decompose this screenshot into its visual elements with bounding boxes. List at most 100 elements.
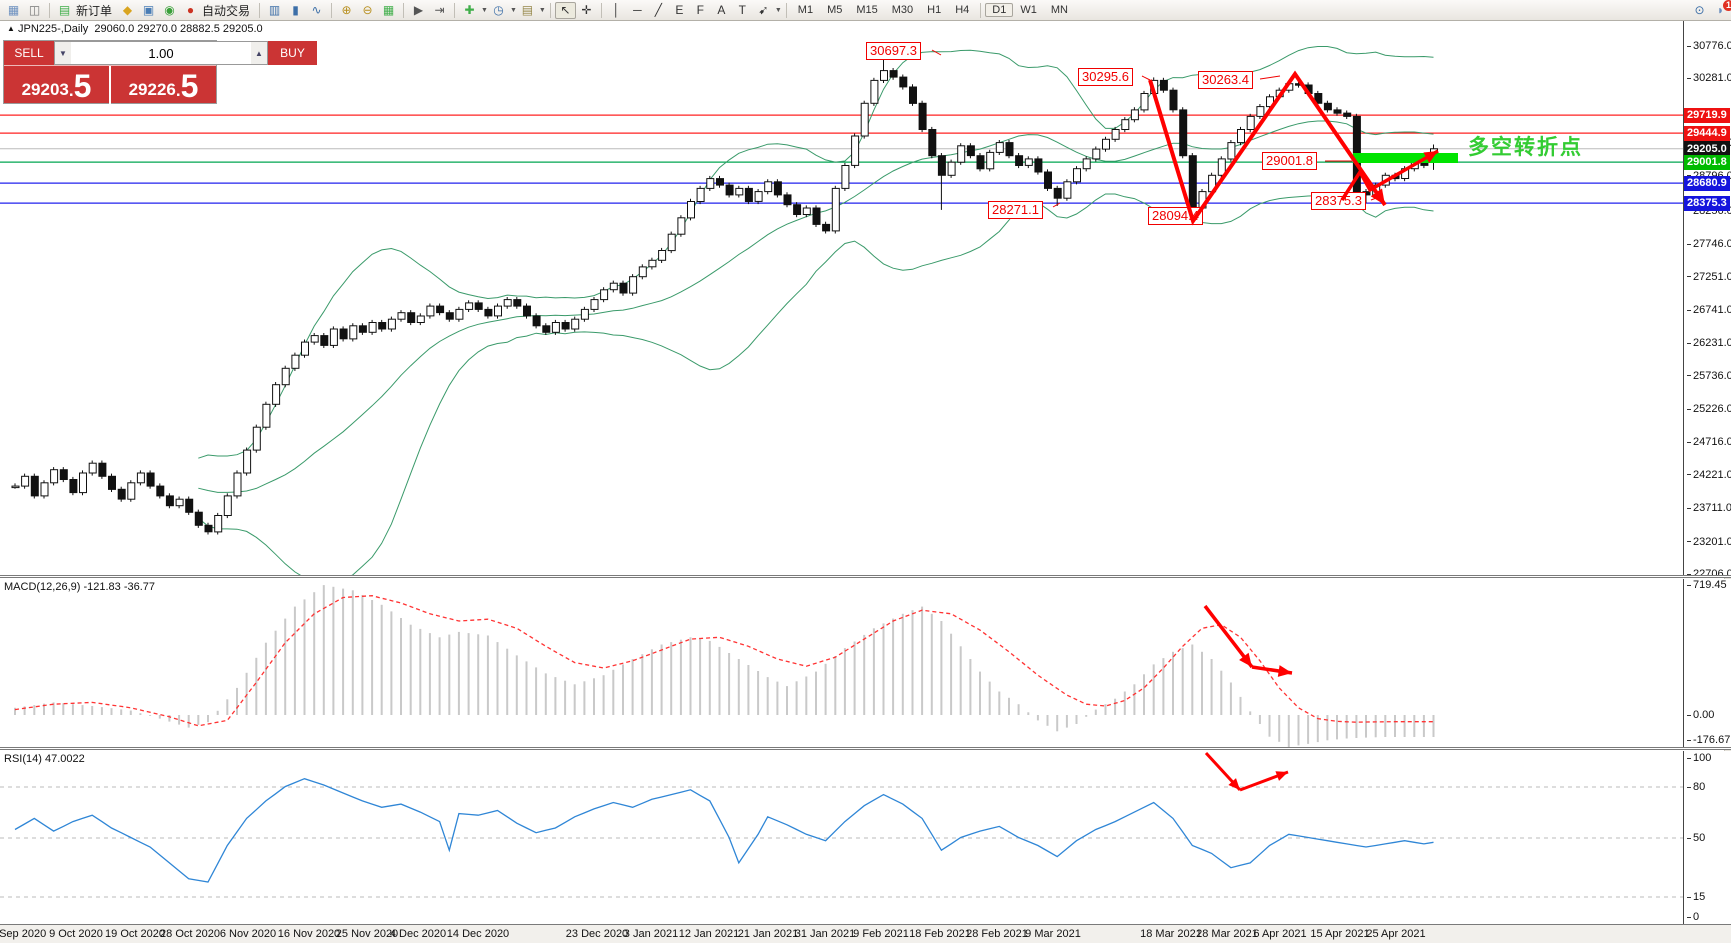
text-label-icon[interactable]: T [738,2,747,17]
price-tag-28375.3: 28375.3 [1684,195,1730,211]
rsi-tick: 50 [1687,832,1705,844]
vertical-line-icon[interactable]: │ [612,2,621,17]
date-label: 23 Dec 2020 [565,928,629,940]
date-label: 12 Jan 2021 [678,928,740,940]
macd-tick: -176.67 [1687,734,1730,746]
timeframe-button-M30[interactable]: M30 [891,4,914,16]
macd-label: MACD(12,26,9) -121.83 -36.77 [4,581,156,593]
price-axis[interactable]: 30776.030281.029291.028796.028256.027746… [1683,21,1731,580]
timeframe-button-M15[interactable]: M15 [856,4,878,16]
chart-shift-icon[interactable]: ⇥ [434,2,445,17]
autotrading-icon-label: 自动交易 [202,3,251,18]
fibonacci-icon[interactable]: F [696,2,705,17]
rsi-chart-surface[interactable] [0,751,1683,924]
sell-price-dot: . [68,81,74,100]
buy-price-main: 29226 [128,80,176,99]
notifications-icon[interactable]: ◗ 1 [1710,0,1731,19]
toolbar-separator [403,2,405,18]
autotrading-icon[interactable]: ● [186,2,195,17]
volume-input[interactable] [71,42,251,64]
timeframe-button-W1[interactable]: W1 [1020,4,1037,16]
timeframe-button-H1[interactable]: H1 [927,4,942,16]
price-callout: 28094.4 [1148,207,1203,225]
toolbar-separator [331,2,333,18]
price-tag-29444.9: 29444.9 [1684,125,1730,141]
dropdown-arrow-icon[interactable]: ▼ [509,6,517,14]
zoom-out-icon[interactable]: ⊖ [362,2,373,17]
trendline-icon[interactable]: ╱ [654,2,662,17]
signals-icon[interactable]: ◉ [164,2,175,17]
rsi-axis: 100 80 50 15 0 [1683,751,1731,924]
metaeditor-icon[interactable]: ▣ [142,2,155,17]
price-tag-28680.9: 28680.9 [1684,175,1730,191]
timeframe-button-M1[interactable]: M1 [797,4,814,16]
cursor-icon[interactable]: ↖ [554,1,576,19]
sell-button[interactable]: SELL [4,41,54,65]
main-chart-surface[interactable] [0,21,1683,575]
date-label: 16 Nov 2020 [277,928,341,940]
bar-chart-icon[interactable]: ▥ [268,2,281,17]
buy-button[interactable]: BUY [268,41,317,65]
indicators-icon[interactable]: ✚ [464,2,475,17]
crosshair-icon[interactable]: ✛ [581,2,592,17]
volume-increase-button[interactable]: ▲ [251,42,267,64]
rsi-tick: 80 [1687,781,1705,793]
dropdown-arrow-icon[interactable]: ▼ [774,6,782,14]
timeframe-button-M5[interactable]: M5 [827,4,843,16]
equidistant-channel-icon[interactable]: E [675,2,684,17]
macd-tick: 719.45 [1687,579,1727,591]
macd-pane-divider[interactable] [0,575,1731,578]
date-label: 25 Nov 2020 [335,928,399,940]
history-center-icon[interactable]: ◆ [122,2,133,17]
date-label: 3 Jan 2021 [623,928,679,940]
price-callout: 30295.6 [1078,68,1133,86]
rsi-pane-divider[interactable] [0,747,1731,750]
volume-decrease-button[interactable]: ▼ [55,42,71,64]
buy-price-dot: . [175,81,181,100]
notification-badge: 1 [1723,0,1731,11]
sell-price[interactable]: 29203. 5 [4,66,111,104]
date-label: 9 Mar 2021 [1025,928,1081,940]
horizontal-line-icon[interactable]: ─ [633,2,642,17]
zoom-in-icon[interactable]: ⊕ [341,2,352,17]
buy-price[interactable]: 29226. 5 [111,66,216,104]
timeframe-button-MN[interactable]: MN [1050,4,1068,16]
price-callout: 28271.1 [988,201,1043,219]
timeframe-button-D1[interactable]: D1 [985,3,1014,17]
date-label: 21 Jan 2021 [737,928,799,940]
dropdown-arrow-icon[interactable]: ▼ [538,6,546,14]
tile-windows-icon[interactable]: ▦ [382,2,395,17]
one-click-trading-panel: SELL ▼ ▲ BUY 29203.5 29226.5 [3,40,317,104]
search-icon[interactable]: ⊙ [1694,2,1705,17]
date-label: 15 Apr 2021 [1310,928,1370,940]
date-label: 6 Apr 2021 [1253,928,1307,940]
rsi-tick: 100 [1687,752,1711,764]
date-label: 30 Sep 2020 [0,928,47,940]
price-tick: 23711.0 [1687,502,1731,514]
price-callout: 30697.3 [866,42,921,60]
rsi-tick: 15 [1687,891,1705,903]
new-chart-icon[interactable]: ▦ [7,2,20,17]
profiles-icon[interactable]: ◫ [28,2,41,17]
new-order-icon[interactable]: ▤ [58,2,71,17]
line-chart-icon[interactable]: ∿ [311,2,322,17]
text-icon[interactable]: A [717,2,726,17]
macd-axis: 719.45 0.00 -176.67 [1683,579,1731,747]
price-tick: 23201.0 [1687,536,1731,548]
timeframe-button-H4[interactable]: H4 [955,4,970,16]
price-callout: 29001.8 [1262,152,1317,170]
price-callout: 28375.3 [1311,192,1366,210]
buy-price-pip: 5 [180,68,199,104]
macd-chart-surface[interactable] [0,579,1683,747]
candlestick-chart-icon[interactable]: ▮ [292,2,299,17]
auto-scroll-icon[interactable]: ▶ [413,2,424,17]
arrows-icon[interactable]: ➹ [758,2,769,17]
toolbar-separator [600,2,602,18]
templates-icon[interactable]: ▤ [521,2,534,17]
turning-point-highlight [1353,153,1458,163]
periods-icon[interactable]: ◷ [493,2,504,17]
date-label: 9 Feb 2021 [853,928,909,940]
dropdown-arrow-icon[interactable]: ▼ [481,6,488,14]
